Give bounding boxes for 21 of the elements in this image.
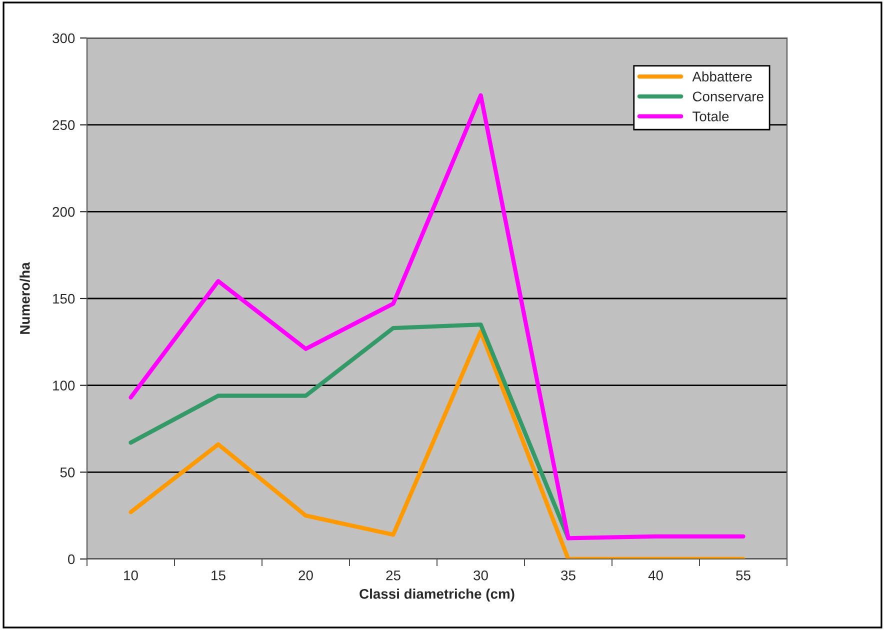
x-tick-label: 35 — [561, 570, 576, 580]
y-tick-label: 0 — [68, 554, 75, 564]
x-axis-title: Classi diametriche (cm) — [360, 588, 514, 602]
x-tick-label: 20 — [298, 570, 313, 580]
legend-label: Conservare — [692, 92, 764, 102]
y-tick-label: 200 — [52, 207, 75, 217]
y-tick-label: 150 — [53, 294, 75, 304]
y-axis-title: Numero/ha — [20, 262, 30, 334]
x-tick-label: 10 — [124, 570, 138, 580]
x-tick-label: 55 — [736, 570, 750, 580]
y-tick-label: 300 — [52, 33, 75, 44]
x-tick-label: 25 — [386, 570, 400, 580]
y-tick-label: 50 — [60, 468, 75, 478]
legend-label: Abbattere — [692, 71, 752, 82]
line-series — [128, 329, 746, 559]
y-tick-label: 100 — [53, 380, 75, 391]
legend-label: Totale — [692, 111, 729, 122]
x-tick-label: 30 — [474, 570, 488, 580]
x-tick-label: 40 — [648, 570, 663, 580]
y-tick-label: 250 — [52, 120, 75, 130]
x-tick-label: 15 — [212, 570, 226, 580]
